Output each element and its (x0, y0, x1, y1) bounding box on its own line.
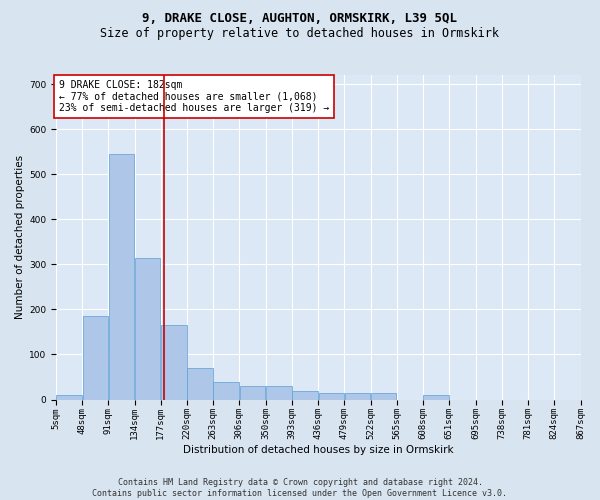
Bar (135, 258, 160, 400)
Bar (187, 368, 213, 400)
Text: Contains HM Land Registry data © Crown copyright and database right 2024.
Contai: Contains HM Land Registry data © Crown c… (92, 478, 508, 498)
Bar (214, 382, 239, 400)
Y-axis label: Number of detached properties: Number of detached properties (15, 155, 25, 320)
Bar (161, 325, 187, 400)
Bar (423, 395, 449, 400)
Bar (292, 390, 318, 400)
Text: Size of property relative to detached houses in Ormskirk: Size of property relative to detached ho… (101, 28, 499, 40)
Bar (371, 393, 397, 400)
Bar (345, 393, 370, 400)
Text: 9, DRAKE CLOSE, AUGHTON, ORMSKIRK, L39 5QL: 9, DRAKE CLOSE, AUGHTON, ORMSKIRK, L39 5… (143, 12, 458, 26)
Bar (319, 393, 344, 400)
Bar (266, 386, 292, 400)
Bar (83, 316, 108, 400)
Bar (56, 395, 82, 400)
Bar (109, 154, 134, 400)
Text: 9 DRAKE CLOSE: 182sqm
← 77% of detached houses are smaller (1,068)
23% of semi-d: 9 DRAKE CLOSE: 182sqm ← 77% of detached … (59, 80, 329, 113)
Bar (239, 386, 265, 400)
X-axis label: Distribution of detached houses by size in Ormskirk: Distribution of detached houses by size … (183, 445, 454, 455)
